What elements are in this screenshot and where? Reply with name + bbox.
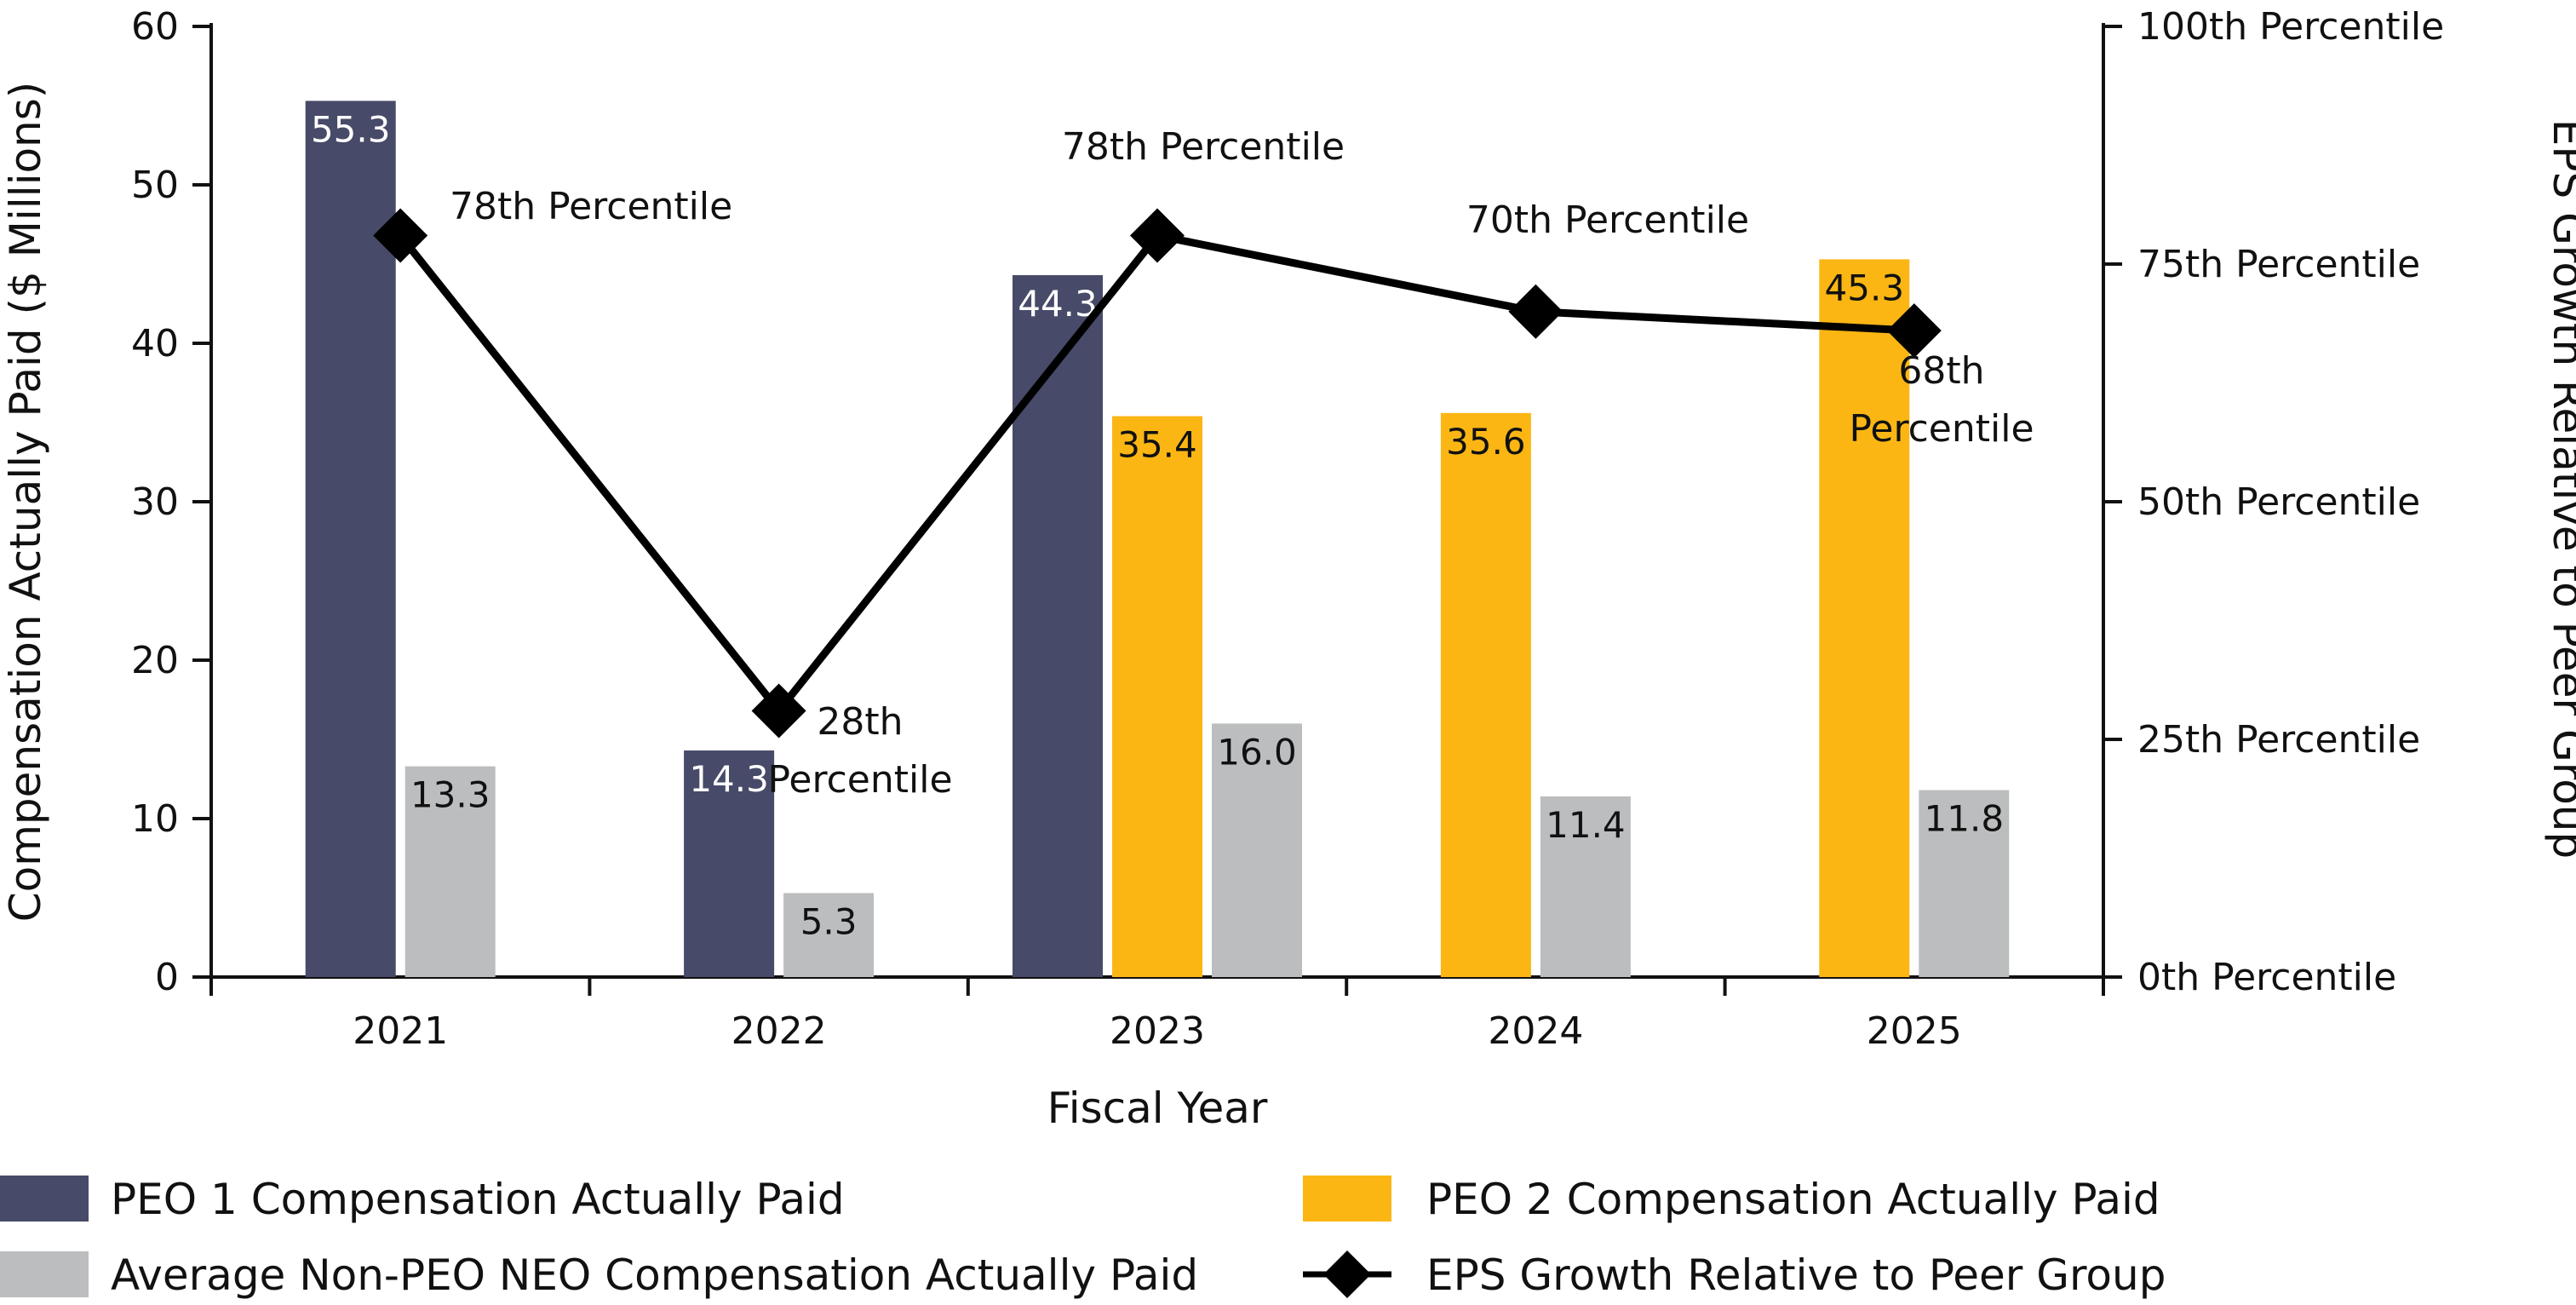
eps-annotation: Percentile <box>767 758 952 802</box>
eps-annotation: Percentile <box>1849 407 2034 451</box>
eps-point-marker <box>1886 303 1942 359</box>
bar-0-1 <box>684 750 775 977</box>
bar-value-label: 11.4 <box>1546 804 1626 846</box>
eps-annotation: 28th <box>817 700 903 744</box>
x-axis-tick-label: 2023 <box>1110 1009 1205 1053</box>
left-axis-title: Compensation Actually Paid ($ Millions) <box>1 82 50 923</box>
right-axis-tick-label: 100th Percentile <box>2137 5 2444 49</box>
eps-point-marker <box>751 683 806 739</box>
x-axis-tick-label: 2021 <box>353 1009 448 1053</box>
legend-item: Average Non-PEO NEO Compensation Actuall… <box>0 1250 1198 1300</box>
left-axis-tick-label: 60 <box>131 5 179 49</box>
bar-value-label: 35.6 <box>1446 421 1526 463</box>
bar-1-3 <box>1440 412 1531 978</box>
left-axis-tick-label: 10 <box>131 797 179 841</box>
bar-0-0 <box>305 101 396 977</box>
legend-swatch <box>0 1251 89 1297</box>
bar-value-label: 35.4 <box>1117 424 1197 466</box>
bar-0-2 <box>1013 275 1103 977</box>
legend-label: PEO 1 Compensation Actually Paid <box>111 1175 845 1224</box>
bar-value-label: 13.3 <box>410 774 491 816</box>
legend-swatch <box>1303 1176 1391 1222</box>
legend-item: PEO 1 Compensation Actually Paid <box>0 1175 845 1224</box>
bar-value-label: 5.3 <box>800 900 858 942</box>
legend: PEO 1 Compensation Actually Paid PEO 2 Co… <box>0 1175 2166 1300</box>
right-axis-tick-label: 25th Percentile <box>2137 718 2420 762</box>
left-axis-tick-label: 50 <box>131 164 179 207</box>
left-axis-tick-label: 20 <box>131 639 179 682</box>
bars: 55.3 13.3 14.3 5.3 44.3 35.4 16.0 35.6 11.4 45.3 1… <box>305 101 2010 978</box>
legend-label: EPS Growth Relative to Peer Group <box>1426 1250 2166 1300</box>
right-axis-tick-label: 0th Percentile <box>2137 956 2396 999</box>
x-axis-tick-label: 2024 <box>1488 1009 1583 1053</box>
eps-annotation: 78th Percentile <box>1062 125 1345 169</box>
bar-2-2 <box>1212 723 1302 977</box>
left-axis-tick-label: 0 <box>155 956 179 999</box>
eps-annotation: 70th Percentile <box>1466 198 1749 242</box>
left-axis-tick-label: 40 <box>131 322 179 365</box>
right-axis-tick-label: 75th Percentile <box>2137 243 2420 286</box>
bar-2-1 <box>783 893 875 977</box>
legend-diamond-icon <box>1323 1250 1371 1298</box>
bar-2-3 <box>1540 796 1631 977</box>
right-axis-title: EPS Growth Relative to Peer Group <box>2544 119 2576 859</box>
eps-annotation: 78th Percentile <box>450 185 732 228</box>
bar-value-label: 44.3 <box>1018 283 1098 325</box>
eps-line-series: 78th Percentile 28th Percentile 78th Percen… <box>373 125 2034 802</box>
eps-point-marker <box>1130 208 1185 263</box>
eps-point-marker <box>1508 284 1563 339</box>
x-axis-title: Fiscal Year <box>1047 1084 1268 1133</box>
bar-value-label: 11.8 <box>1925 798 2005 840</box>
legend-item: PEO 2 Compensation Actually Paid <box>1303 1175 2160 1224</box>
bar-value-label: 55.3 <box>311 108 391 150</box>
legend-label: Average Non-PEO NEO Compensation Actuall… <box>111 1250 1198 1300</box>
legend-label: PEO 2 Compensation Actually Paid <box>1426 1175 2160 1224</box>
left-axis-tick-label: 30 <box>131 480 179 524</box>
legend-swatch <box>0 1176 89 1222</box>
bar-value-label: 14.3 <box>689 758 769 800</box>
bar-1-4 <box>1819 259 1910 977</box>
right-axis-tick-label: 50th Percentile <box>2137 480 2420 524</box>
x-axis-tick-label: 2022 <box>731 1009 827 1053</box>
eps-point-marker <box>373 208 428 263</box>
x-axis-tick-label: 2025 <box>1867 1009 1962 1053</box>
bar-2-0 <box>404 766 496 977</box>
bar-value-label: 16.0 <box>1217 731 1297 773</box>
eps-annotation: 68th <box>1898 349 1984 393</box>
bar-2-4 <box>1919 790 2010 977</box>
legend-item: EPS Growth Relative to Peer Group <box>1303 1250 2166 1300</box>
bar-1-2 <box>1112 416 1202 977</box>
bar-value-label: 45.3 <box>1825 267 1905 308</box>
